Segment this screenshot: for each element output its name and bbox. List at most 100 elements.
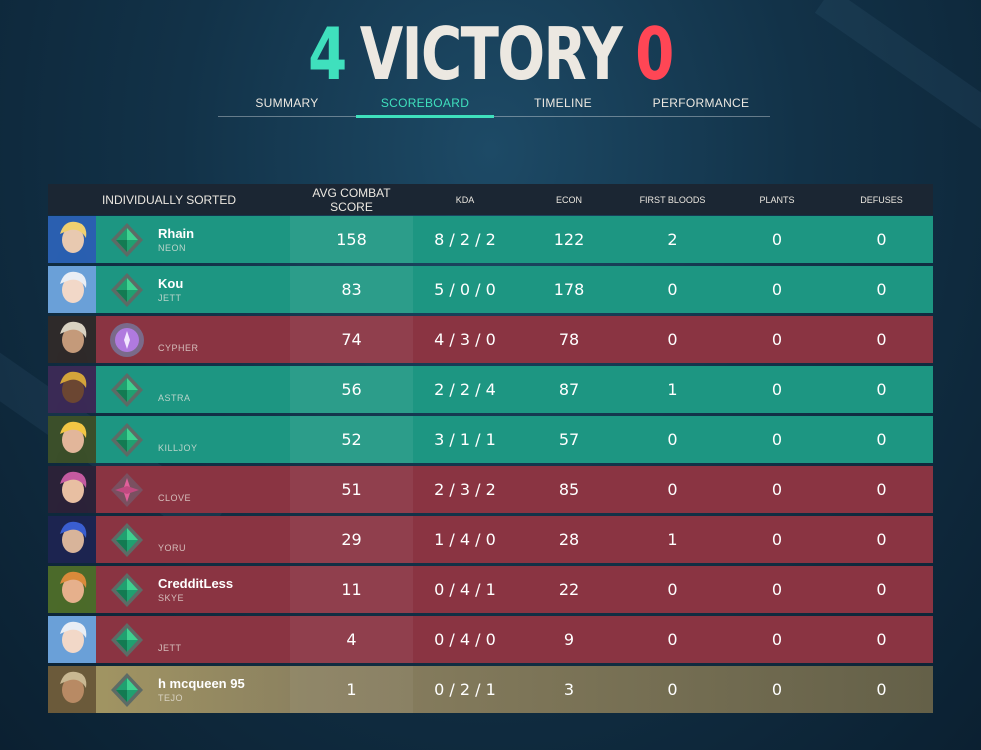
player-name[interactable]: CredditLess: [158, 575, 234, 591]
diamond-rank-icon: [96, 666, 158, 713]
player-cell: Rhain NEON: [48, 216, 290, 263]
defuses-value: 0: [876, 530, 887, 549]
diamond-rank-icon: [96, 216, 158, 263]
first-bloods-value: 1: [667, 380, 678, 399]
agent-portrait: [48, 616, 96, 663]
acs-value: 29: [290, 516, 413, 563]
player-row[interactable]: JETT 4 0 / 4 / 0 9 0 0 0: [48, 616, 933, 663]
econ-value: 85: [558, 480, 580, 499]
player-name[interactable]: Kou: [158, 275, 184, 291]
immortal-rank-icon: [96, 466, 158, 513]
agent-name: SKYE: [158, 592, 185, 603]
match-result-header: 4 VICTORY 0: [0, 12, 981, 96]
diamond-rank-icon: [96, 566, 158, 613]
player-cell: CYPHER: [48, 316, 290, 363]
player-identity: CYPHER: [158, 326, 199, 354]
defuses-value: 0: [876, 330, 887, 349]
econ-value: 22: [558, 580, 580, 599]
player-row[interactable]: KILLJOY 52 3 / 1 / 1 57 0 0 0: [48, 416, 933, 463]
diamond-rank-icon: [96, 416, 158, 463]
player-row[interactable]: Kou JETT 83 5 / 0 / 0 178 0 0 0: [48, 266, 933, 313]
player-cell: YORU: [48, 516, 290, 563]
tab-performance[interactable]: PERFORMANCE: [652, 96, 750, 110]
defuses-value: 0: [876, 480, 887, 499]
agent-portrait: [48, 316, 96, 363]
tab-summary[interactable]: SUMMARY: [255, 96, 319, 110]
player-identity: JETT: [158, 626, 182, 654]
acs-value: 158: [290, 216, 413, 263]
econ-value: 122: [553, 230, 585, 249]
player-cell: h mcqueen 95 TEJO: [48, 666, 290, 713]
diamond-rank-icon: [96, 266, 158, 313]
first-bloods-value: 2: [667, 230, 678, 249]
first-bloods-value: 0: [667, 680, 678, 699]
plants-value: 0: [771, 330, 783, 349]
diamond-rank-icon: [96, 616, 158, 663]
acs-value: 83: [290, 266, 413, 313]
plants-value: 0: [771, 580, 783, 599]
agent-portrait: [48, 366, 96, 413]
acs-value: 56: [290, 366, 413, 413]
col-header-econ: ECON: [555, 194, 582, 205]
defuses-value: 0: [876, 630, 887, 649]
sort-mode-label[interactable]: INDIVIDUALLY SORTED: [101, 192, 237, 207]
agent-name: ASTRA: [158, 392, 191, 403]
first-bloods-value: 0: [667, 580, 678, 599]
agent-portrait: [48, 416, 96, 463]
player-cell: CredditLess SKYE: [48, 566, 290, 613]
plants-value: 0: [771, 680, 783, 699]
acs-value: 51: [290, 466, 413, 513]
acs-value: 11: [290, 566, 413, 613]
defuses-value: 0: [876, 230, 887, 249]
player-identity: Rhain NEON: [158, 226, 194, 254]
first-bloods-value: 0: [667, 630, 678, 649]
econ-value: 57: [558, 430, 580, 449]
player-cell: Kou JETT: [48, 266, 290, 313]
agent-portrait: [48, 216, 96, 263]
player-identity: h mcqueen 95 TEJO: [158, 676, 245, 704]
col-header-first-bloods: FIRST BLOODS: [639, 194, 706, 205]
player-row[interactable]: CLOVE 51 2 / 3 / 2 85 0 0 0: [48, 466, 933, 513]
agent-portrait: [48, 466, 96, 513]
agent-portrait: [48, 266, 96, 313]
tab-scoreboard[interactable]: SCOREBOARD: [356, 94, 494, 118]
agent-portrait: [48, 566, 96, 613]
player-identity: KILLJOY: [158, 426, 198, 454]
player-row[interactable]: ASTRA 56 2 / 2 / 4 87 1 0 0: [48, 366, 933, 413]
col-header-defuses: DEFUSES: [860, 194, 903, 205]
player-identity: YORU: [158, 526, 186, 554]
player-row[interactable]: CYPHER 74 4 / 3 / 0 78 0 0 0: [48, 316, 933, 363]
scoreboard-table: INDIVIDUALLY SORTED AVG COMBAT SCORE KDA…: [48, 184, 933, 713]
kda-value: 2 / 3 / 2: [434, 480, 496, 499]
player-name[interactable]: Rhain: [158, 225, 195, 241]
first-bloods-value: 1: [667, 530, 678, 549]
diamond-rank-icon: [96, 366, 158, 413]
first-bloods-value: 0: [667, 480, 678, 499]
player-cell: CLOVE: [48, 466, 290, 513]
scoreboard-rows: Rhain NEON 158 8 / 2 / 2 122 2 0 0 Kou JETT 83 5 / …: [48, 216, 933, 713]
player-row[interactable]: h mcqueen 95 TEJO 1 0 / 2 / 1 3 0 0 0: [48, 666, 933, 713]
player-row[interactable]: Rhain NEON 158 8 / 2 / 2 122 2 0 0: [48, 216, 933, 263]
kda-value: 3 / 1 / 1: [434, 430, 496, 449]
player-name[interactable]: h mcqueen 95: [158, 675, 245, 691]
player-row[interactable]: CredditLess SKYE 11 0 / 4 / 1 22 0 0 0: [48, 566, 933, 613]
player-cell: ASTRA: [48, 366, 290, 413]
econ-value: 28: [558, 530, 580, 549]
agent-name: YORU: [158, 542, 187, 553]
col-header-acs: AVG COMBAT SCORE: [312, 185, 391, 214]
first-bloods-value: 0: [667, 330, 678, 349]
defuses-value: 0: [876, 380, 887, 399]
plants-value: 0: [771, 480, 783, 499]
defuses-value: 0: [876, 680, 887, 699]
acs-value: 1: [290, 666, 413, 713]
kda-value: 5 / 0 / 0: [434, 280, 496, 299]
first-bloods-value: 0: [667, 430, 678, 449]
player-row[interactable]: YORU 29 1 / 4 / 0 28 1 0 0: [48, 516, 933, 563]
tab-timeline[interactable]: TIMELINE: [534, 96, 592, 110]
agent-name: TEJO: [158, 692, 184, 703]
plants-value: 0: [771, 230, 783, 249]
kda-value: 1 / 4 / 0: [434, 530, 496, 549]
agent-name: JETT: [158, 642, 182, 653]
match-tabs: SUMMARY SCOREBOARD TIMELINE PERFORMANCE: [218, 94, 770, 118]
agent-portrait: [48, 666, 96, 713]
